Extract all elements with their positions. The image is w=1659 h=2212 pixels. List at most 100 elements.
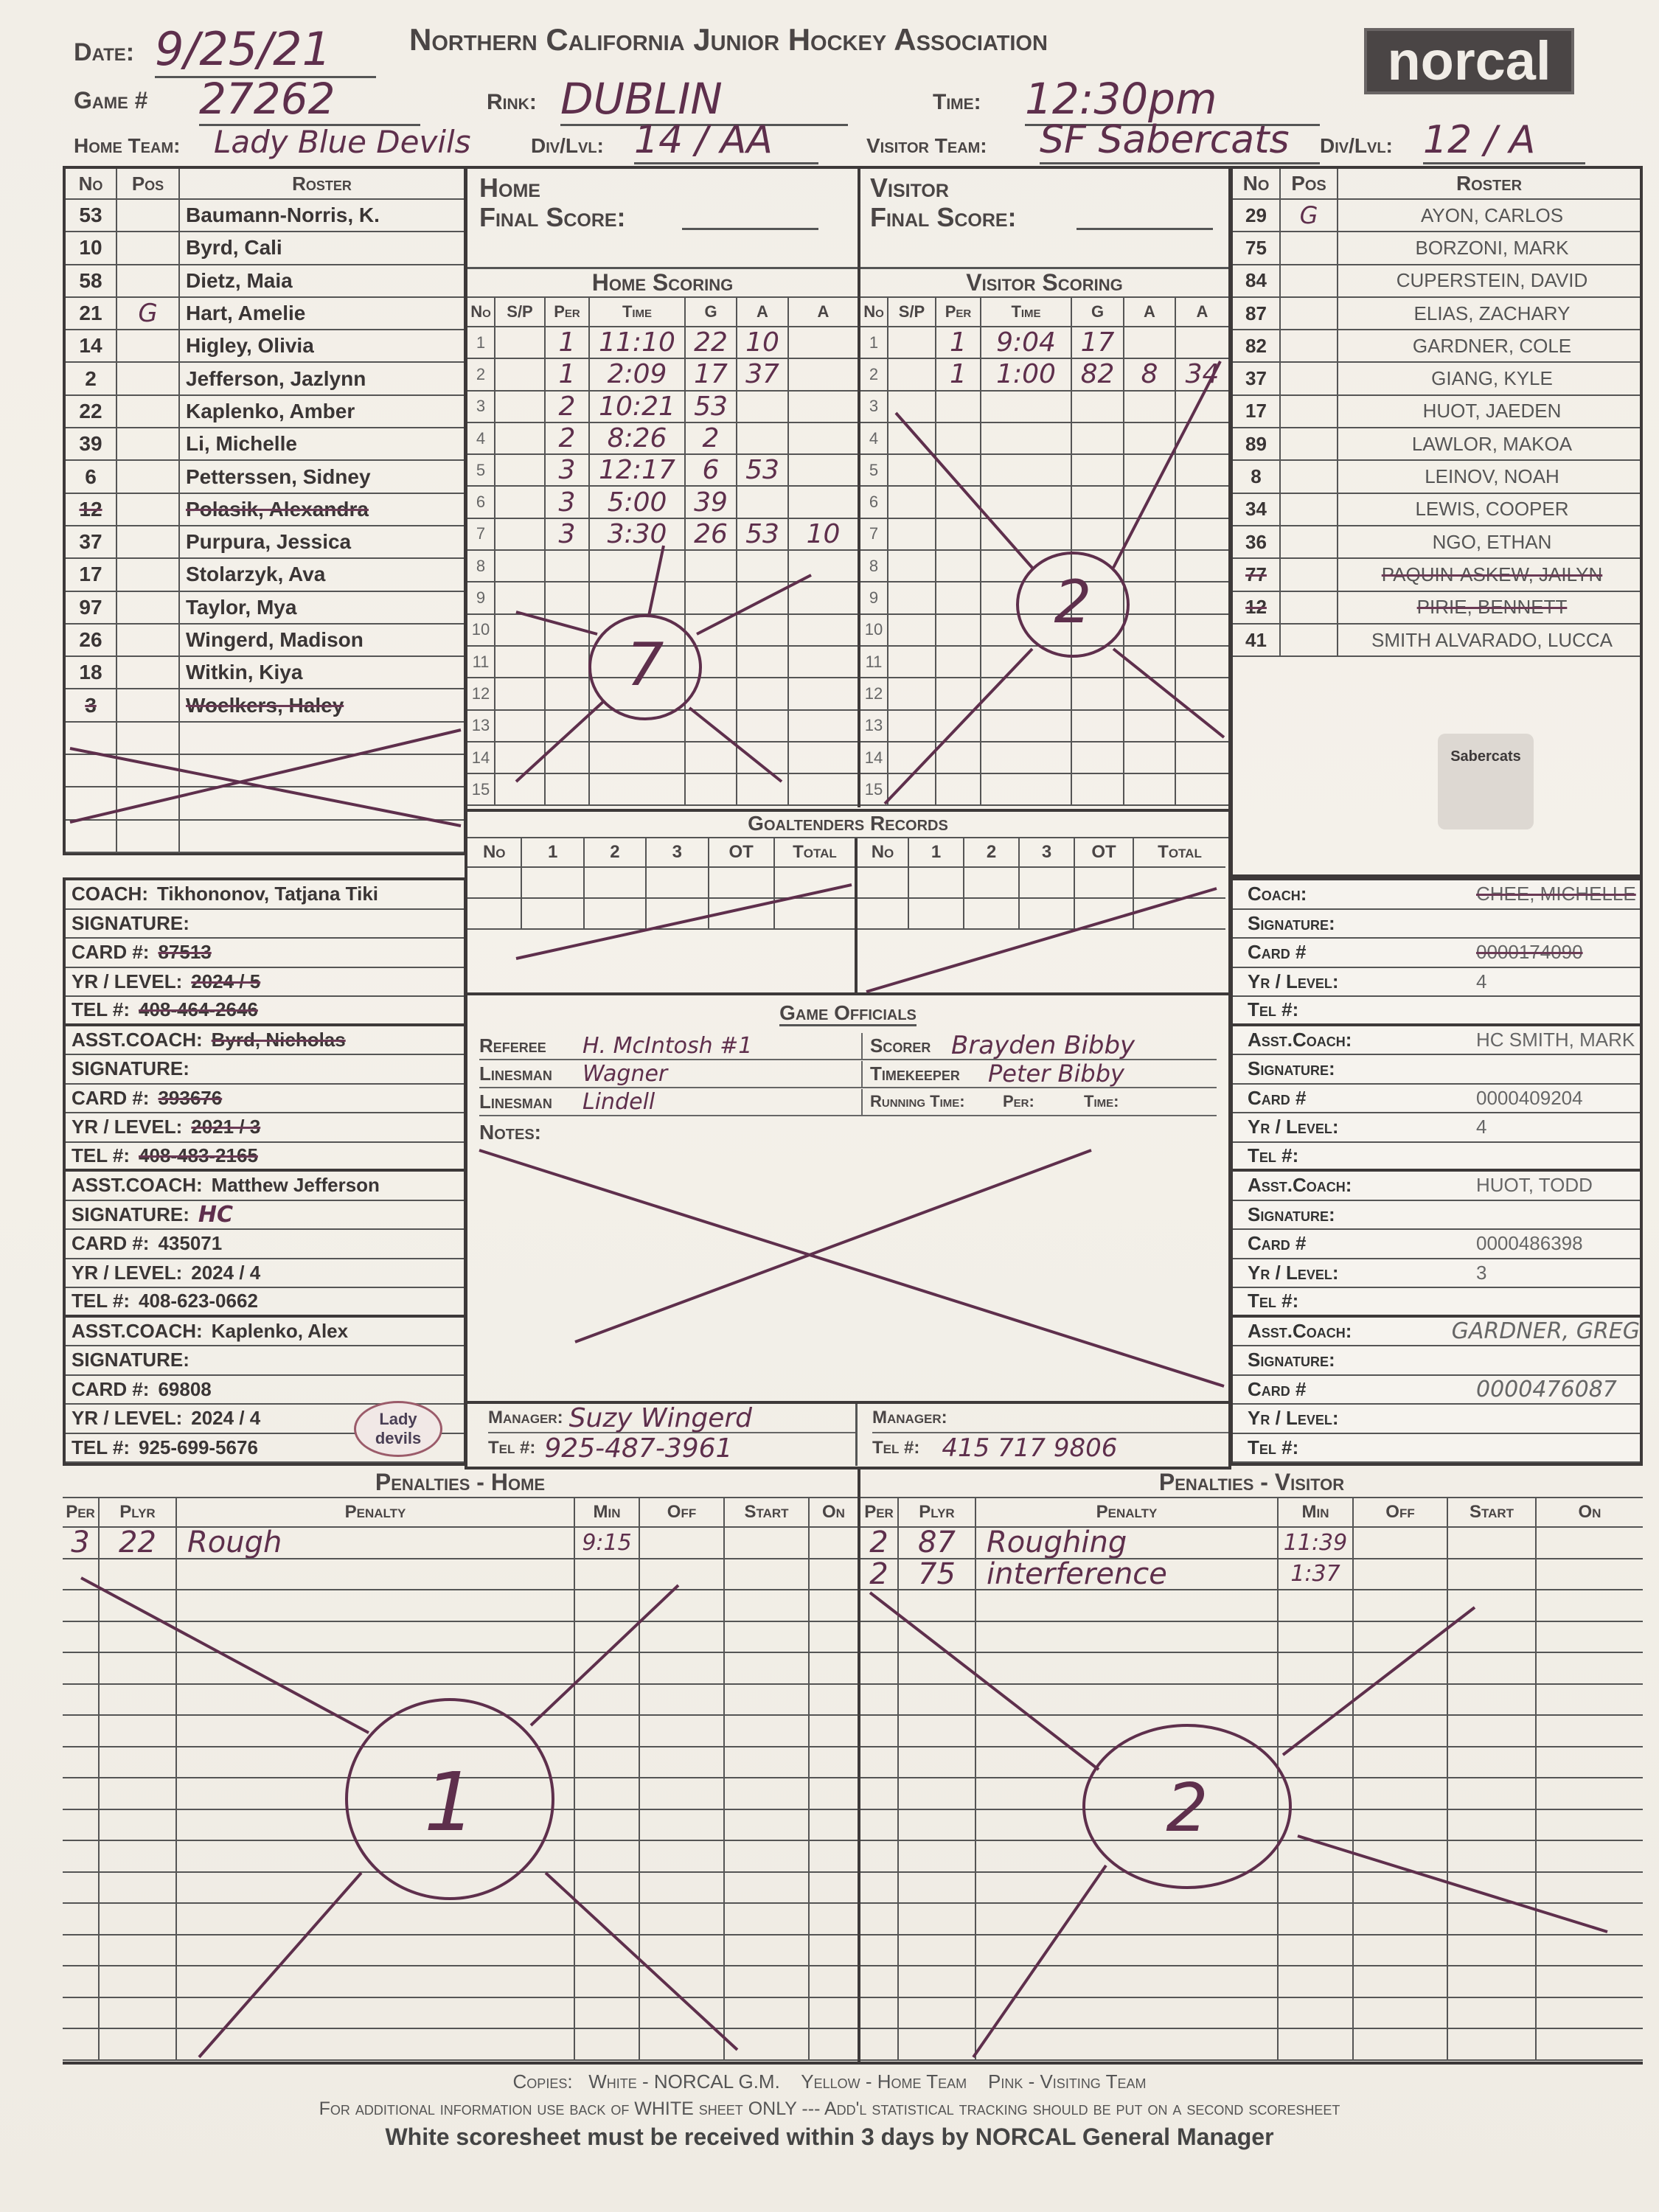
penalty-per[interactable] [860, 1872, 899, 1902]
penalty-plyr[interactable]: 75 [899, 1559, 976, 1589]
penalty-on[interactable] [1537, 1873, 1643, 1903]
goal-a2[interactable] [789, 647, 858, 677]
referee-field[interactable]: H. McIntosh #1 [582, 1032, 863, 1059]
goaltender-cell[interactable] [647, 899, 709, 928]
goal-a2[interactable] [1176, 615, 1228, 645]
player-position[interactable] [117, 591, 180, 623]
penalty-plyr[interactable] [899, 1621, 976, 1652]
goal-per[interactable] [936, 391, 981, 422]
penalty-on[interactable] [1537, 1653, 1643, 1683]
goal-per[interactable] [546, 646, 590, 678]
goal-sp[interactable] [495, 710, 546, 741]
player-position[interactable] [117, 526, 180, 558]
goaltender-cell[interactable] [858, 868, 909, 897]
player-position[interactable] [1281, 297, 1338, 330]
penalty-off[interactable] [1354, 1716, 1448, 1746]
goal-time[interactable] [981, 742, 1072, 773]
penalty-penalty[interactable] [177, 1747, 575, 1777]
penalty-off[interactable] [1354, 1778, 1448, 1809]
penalty-penalty[interactable]: Rough [177, 1528, 575, 1558]
penalty-off[interactable] [640, 1528, 725, 1558]
goal-a1[interactable] [737, 710, 789, 741]
goal-a2[interactable] [789, 774, 858, 804]
penalty-min[interactable] [1279, 1653, 1354, 1683]
goal-per[interactable] [936, 518, 981, 550]
goal-a1[interactable] [1124, 710, 1176, 741]
penalty-penalty[interactable] [976, 1653, 1279, 1683]
penalty-min[interactable] [1279, 1935, 1354, 1965]
goal-a2[interactable] [789, 678, 858, 709]
goal-a2[interactable] [789, 455, 858, 485]
penalty-min[interactable] [575, 1716, 640, 1746]
goal-a2[interactable] [789, 487, 858, 517]
goal-time[interactable] [981, 391, 1072, 422]
penalty-per[interactable] [860, 1590, 899, 1621]
player-position[interactable] [1281, 461, 1338, 493]
goal-per[interactable] [546, 551, 590, 582]
penalty-plyr[interactable] [899, 1872, 976, 1902]
penalty-per[interactable] [860, 1716, 899, 1746]
penalty-penalty[interactable] [177, 1716, 575, 1746]
goal-a1[interactable] [737, 487, 789, 518]
goal-time[interactable] [981, 774, 1072, 805]
player-position[interactable] [117, 559, 180, 591]
penalty-plyr[interactable] [100, 1841, 177, 1871]
goal-per[interactable]: 1 [936, 327, 981, 358]
goal-a1[interactable] [737, 678, 789, 709]
goal-sp[interactable] [495, 391, 546, 422]
goal-per[interactable] [936, 678, 981, 709]
goal-a2[interactable] [789, 711, 858, 741]
visitor-div-field[interactable]: 12 / A [1423, 118, 1585, 164]
penalty-min[interactable] [575, 1590, 640, 1621]
staff-field-value[interactable]: 4 [1476, 970, 1487, 992]
home-manager-field[interactable]: Suzy Wingerd [568, 1402, 753, 1433]
penalty-off[interactable] [640, 1966, 725, 1997]
goal-sp[interactable] [888, 422, 936, 454]
penalty-start[interactable] [725, 1966, 810, 1997]
goal-time[interactable] [981, 646, 1072, 678]
goal-a1[interactable] [1124, 551, 1176, 582]
penalty-off[interactable] [1354, 1841, 1448, 1871]
goaltender-cell[interactable] [585, 868, 647, 897]
penalty-penalty[interactable] [177, 1872, 575, 1902]
penalty-off[interactable] [1354, 1528, 1448, 1558]
penalty-per[interactable] [63, 1778, 100, 1809]
penalty-start[interactable] [725, 1841, 810, 1871]
penalty-on[interactable] [1537, 1622, 1643, 1652]
goal-per[interactable] [546, 678, 590, 709]
goal-g[interactable] [686, 614, 737, 645]
penalty-min[interactable] [1279, 1716, 1354, 1746]
player-position[interactable] [117, 493, 180, 525]
goaltender-cell[interactable] [775, 868, 855, 897]
penalty-on[interactable] [810, 1904, 858, 1934]
penalty-min[interactable] [575, 1966, 640, 1997]
goal-a1[interactable] [1124, 614, 1176, 645]
penalty-off[interactable] [640, 1872, 725, 1902]
player-position[interactable] [1281, 428, 1338, 460]
penalty-penalty[interactable] [976, 1621, 1279, 1652]
penalty-per[interactable] [860, 1684, 899, 1714]
penalty-per[interactable] [63, 1559, 100, 1589]
penalty-off[interactable] [640, 1778, 725, 1809]
penalty-min[interactable] [1279, 1966, 1354, 1997]
player-position[interactable] [117, 363, 180, 394]
penalty-penalty[interactable] [177, 1653, 575, 1683]
goal-a1[interactable] [737, 774, 789, 805]
staff-field-value[interactable]: 4 [1476, 1116, 1487, 1138]
penalty-off[interactable] [1354, 1559, 1448, 1589]
goal-a1[interactable] [737, 422, 789, 454]
penalty-per[interactable] [860, 1966, 899, 1997]
goal-time[interactable] [981, 678, 1072, 709]
goal-per[interactable] [936, 614, 981, 645]
goaltender-cell[interactable] [522, 868, 585, 897]
penalty-penalty[interactable] [976, 1997, 1279, 2028]
goal-a1[interactable] [737, 742, 789, 773]
penalty-plyr[interactable] [899, 2029, 976, 2059]
penalty-min[interactable] [1279, 1841, 1354, 1871]
goal-a1[interactable]: 53 [737, 518, 789, 550]
penalty-start[interactable] [725, 1904, 810, 1934]
penalty-per[interactable] [860, 1841, 899, 1871]
goal-g[interactable] [686, 742, 737, 773]
goal-a2[interactable] [1176, 455, 1228, 485]
goal-time[interactable] [590, 742, 686, 773]
